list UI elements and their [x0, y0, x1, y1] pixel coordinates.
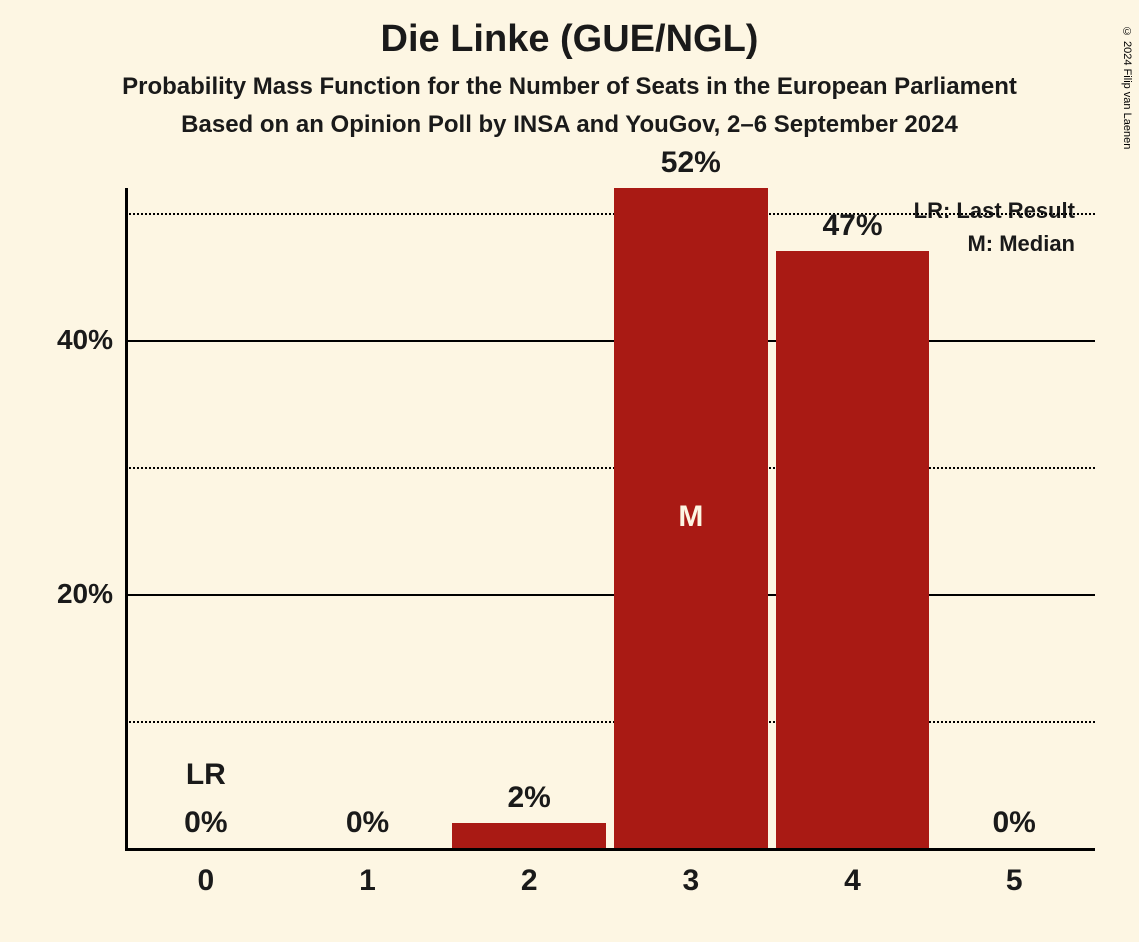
y-tick-label: 20%	[55, 578, 113, 610]
bar	[452, 823, 606, 848]
grid-minor	[125, 721, 1095, 723]
x-tick-label: 3	[682, 864, 699, 898]
grid-minor	[125, 213, 1095, 215]
grid-minor	[125, 467, 1095, 469]
grid-major	[125, 340, 1095, 342]
bar-value-label: 0%	[992, 806, 1035, 840]
copyright-text: © 2024 Filip van Laenen	[1121, 26, 1133, 149]
x-tick-label: 1	[359, 864, 376, 898]
bar-value-label: 47%	[822, 209, 882, 243]
bar	[776, 251, 930, 848]
x-tick-label: 5	[1006, 864, 1023, 898]
bar-value-label: 2%	[507, 781, 550, 815]
chart-title: Die Linke (GUE/NGL)	[0, 18, 1139, 61]
bar-value-label: 52%	[661, 146, 721, 180]
plot-area: LR: Last Result M: Median	[125, 188, 1095, 848]
bar-value-label: 0%	[184, 806, 227, 840]
bar-value-label: 0%	[346, 806, 389, 840]
chart-subtitle-2: Based on an Opinion Poll by INSA and You…	[0, 111, 1139, 139]
median-marker: M	[678, 500, 703, 534]
x-tick-label: 0	[197, 864, 214, 898]
grid-major	[125, 594, 1095, 596]
chart-subtitle-1: Probability Mass Function for the Number…	[0, 73, 1139, 101]
lr-marker: LR	[186, 758, 226, 792]
x-axis	[125, 848, 1095, 851]
bar-chart: LR: Last Result M: Median 20%40%0%0LR0%1…	[55, 188, 1095, 908]
legend-lr: LR: Last Result	[914, 194, 1075, 227]
y-tick-label: 40%	[55, 324, 113, 356]
legend-m: M: Median	[914, 227, 1075, 260]
chart-legend: LR: Last Result M: Median	[914, 194, 1075, 260]
x-tick-label: 2	[521, 864, 538, 898]
x-tick-label: 4	[844, 864, 861, 898]
